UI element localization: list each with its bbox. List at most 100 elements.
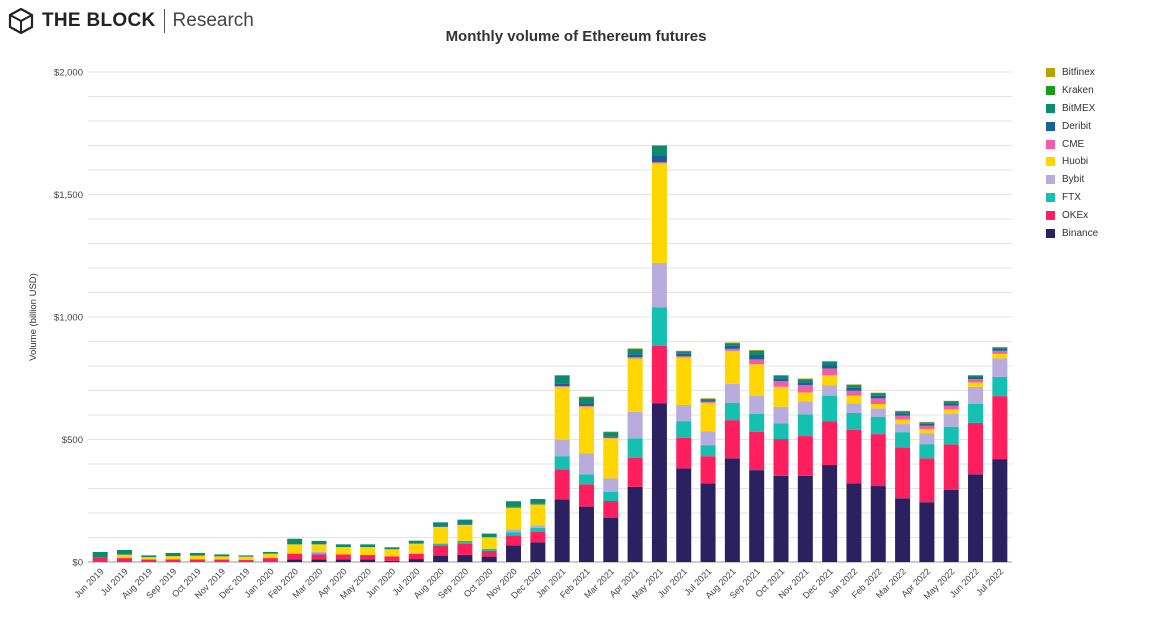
bar-segment-bitmex bbox=[360, 544, 376, 548]
bar-segment-huobi bbox=[895, 419, 911, 425]
bar-segment-deribit bbox=[554, 383, 570, 387]
bar-segment-bitfinex bbox=[846, 384, 862, 385]
bar-segment-cme bbox=[724, 348, 740, 351]
bar-segment-bybit bbox=[724, 383, 740, 403]
bar-segment-okex bbox=[700, 456, 716, 484]
legend-item-kraken[interactable]: Kraken bbox=[1046, 82, 1098, 100]
bar-segment-deribit bbox=[773, 378, 789, 382]
bar-segment-deribit bbox=[530, 503, 546, 505]
bar-segment-okex bbox=[457, 543, 473, 555]
bar-segment-huobi bbox=[992, 353, 1008, 359]
bar-segment-okex bbox=[797, 436, 813, 476]
bar-segment-binance bbox=[895, 498, 911, 562]
bar-segment-bitmex bbox=[724, 343, 740, 346]
bar-segment-huobi bbox=[822, 375, 838, 386]
bar-segment-bitfinex bbox=[895, 410, 911, 412]
legend-item-bitmex[interactable]: BitMEX bbox=[1046, 100, 1098, 118]
bar-segment-okex bbox=[433, 545, 449, 556]
bar-segment-bitmex bbox=[773, 375, 789, 379]
bar-segment-bitfinex bbox=[554, 375, 570, 376]
bar-segment-huobi bbox=[384, 549, 400, 557]
legend-item-huobi[interactable]: Huobi bbox=[1046, 153, 1098, 171]
bar-segment-ftx bbox=[603, 491, 619, 501]
bar-segment-huobi bbox=[335, 547, 351, 555]
bar-segment-deribit bbox=[603, 436, 619, 438]
bar-segment-okex bbox=[530, 531, 546, 543]
legend-swatch bbox=[1046, 139, 1055, 149]
bar-segment-deribit bbox=[870, 395, 886, 399]
legend-swatch bbox=[1046, 192, 1055, 202]
bar-segment-cme bbox=[578, 405, 594, 407]
bar-segment-bybit bbox=[627, 411, 643, 439]
legend-item-okex[interactable]: OKEx bbox=[1046, 206, 1098, 224]
bar-segment-bitmex bbox=[262, 551, 278, 554]
bar-segment-okex bbox=[554, 469, 570, 500]
legend-label: Binance bbox=[1062, 227, 1099, 239]
bar-segment-huobi bbox=[943, 409, 959, 415]
legend-label: Deribit bbox=[1062, 120, 1091, 132]
bar-segment-deribit bbox=[433, 526, 449, 527]
bar-segment-huobi bbox=[287, 544, 303, 554]
bar-segment-cme bbox=[651, 162, 667, 164]
bar-segment-bybit bbox=[530, 525, 546, 528]
y-tick-label: $2,000 bbox=[54, 68, 83, 79]
bar-segment-huobi bbox=[749, 364, 765, 396]
legend-item-bybit[interactable]: Bybit bbox=[1046, 171, 1098, 189]
bar-segment-ftx bbox=[651, 307, 667, 346]
legend-item-cme[interactable]: CME bbox=[1046, 135, 1098, 153]
y-tick-label: $1,500 bbox=[54, 190, 83, 201]
bar-segment-huobi bbox=[506, 507, 522, 530]
legend-item-bitfinex[interactable]: Bitfinex bbox=[1046, 64, 1098, 82]
brand-sub: Research bbox=[172, 10, 254, 31]
legend-item-deribit[interactable]: Deribit bbox=[1046, 117, 1098, 135]
bar-segment-huobi bbox=[360, 547, 376, 555]
bar-segment-okex bbox=[724, 420, 740, 459]
bar-segment-cme bbox=[700, 401, 716, 403]
bar-segment-bybit bbox=[822, 385, 838, 396]
bar-segment-bitmex bbox=[214, 554, 230, 557]
bar-segment-binance bbox=[822, 464, 838, 562]
bar-segment-ftx bbox=[895, 432, 911, 448]
bar-segment-ftx bbox=[749, 414, 765, 432]
bar-segment-bitmex bbox=[238, 555, 254, 557]
bar-segment-binance bbox=[700, 483, 716, 562]
bar-segment-huobi bbox=[189, 555, 205, 560]
bar-segment-bitmex bbox=[311, 540, 327, 545]
bar-segment-ftx bbox=[846, 412, 862, 430]
bar-segment-binance bbox=[360, 559, 376, 562]
legend-swatch bbox=[1046, 157, 1055, 167]
bar-segment-okex bbox=[335, 554, 351, 560]
bar-segment-huobi bbox=[238, 556, 254, 561]
bar-segment-binance bbox=[433, 555, 449, 562]
legend-item-binance[interactable]: Binance bbox=[1046, 224, 1098, 242]
bar-segment-ftx bbox=[676, 421, 692, 438]
bar-segment-huobi bbox=[797, 392, 813, 402]
bar-segment-deribit bbox=[822, 365, 838, 369]
bar-segment-binance bbox=[554, 499, 570, 562]
legend-item-ftx[interactable]: FTX bbox=[1046, 189, 1098, 207]
bar-segment-ftx bbox=[578, 474, 594, 485]
brand-divider bbox=[163, 9, 165, 33]
bar-segment-binance bbox=[457, 554, 473, 562]
bar-segment-cme bbox=[870, 398, 886, 404]
bar-segment-bitfinex bbox=[870, 392, 886, 394]
bar-segment-deribit bbox=[749, 354, 765, 360]
bar-segment-ftx bbox=[943, 426, 959, 445]
bar-segment-ftx bbox=[773, 423, 789, 440]
y-tick-label: $500 bbox=[62, 435, 83, 446]
bar-segment-binance bbox=[384, 560, 400, 562]
bar-segment-okex bbox=[943, 444, 959, 490]
bar-segment-bitmex bbox=[141, 555, 157, 558]
bar-segment-huobi bbox=[651, 163, 667, 263]
bar-segment-ftx bbox=[457, 540, 473, 544]
bar-segment-binance bbox=[724, 458, 740, 562]
bar-segment-binance bbox=[773, 475, 789, 562]
bar-segment-bybit bbox=[870, 408, 886, 417]
bar-segment-bitmex bbox=[895, 411, 911, 414]
bar-segment-okex bbox=[116, 558, 132, 562]
bar-segment-cme bbox=[968, 378, 984, 383]
bar-segment-binance bbox=[287, 559, 303, 562]
bar-segment-ftx bbox=[870, 416, 886, 435]
brand-name: THE BLOCK bbox=[42, 10, 156, 31]
